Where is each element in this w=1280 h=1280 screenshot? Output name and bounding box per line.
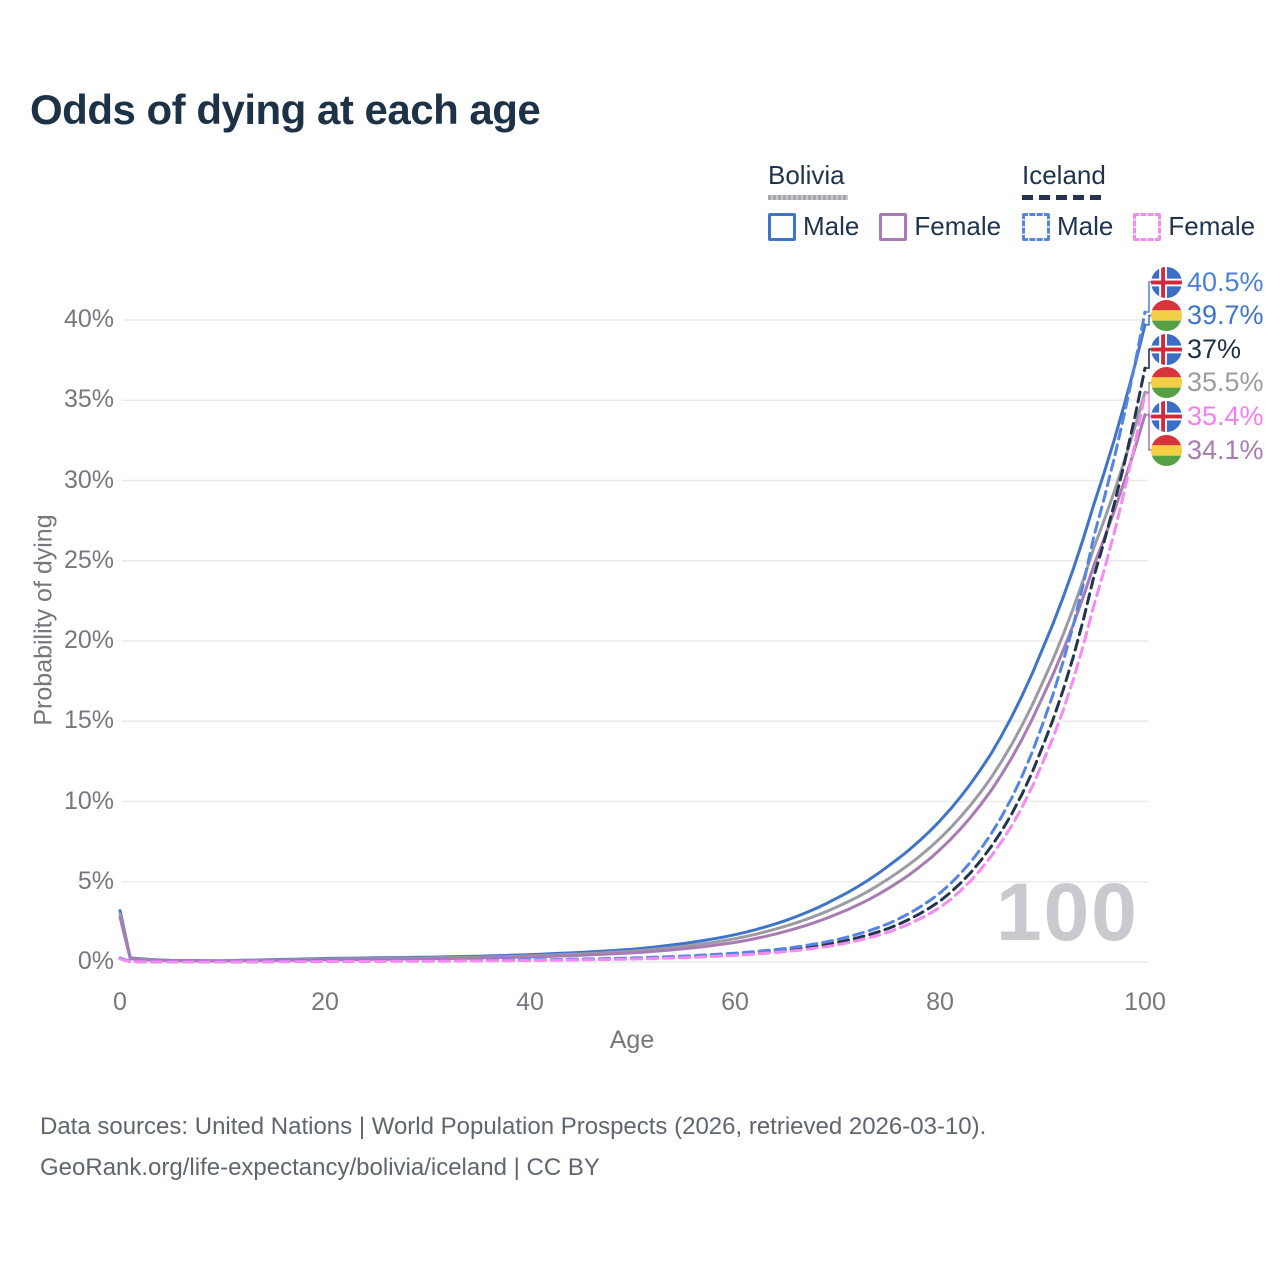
bolivia-female-swatch-icon[interactable]: [879, 212, 908, 241]
series-end-label-iceland-all: 37%: [1151, 333, 1241, 365]
iceland-flag-icon: [1151, 267, 1182, 298]
data-source-line1: Data sources: United Nations | World Pop…: [40, 1113, 987, 1140]
x-tick-label: 20: [311, 988, 339, 1016]
x-tick-label: 0: [113, 988, 127, 1016]
bolivia-male-swatch-icon[interactable]: [768, 212, 796, 241]
label-connectors: [1145, 281, 1152, 451]
series-line-iceland-female: [118, 392, 1147, 964]
legend-item-label: Female: [914, 211, 1002, 241]
series-end-label-iceland-female: 35.4%: [1151, 400, 1264, 432]
y-tick-label: 15%: [63, 706, 114, 735]
x-axis-title: Age: [609, 1026, 655, 1054]
y-tick-label: 35%: [63, 385, 114, 414]
series-end-value: 37%: [1187, 333, 1242, 364]
series-line-bolivia-female: [118, 413, 1147, 963]
bolivia-flag-icon: [1151, 367, 1182, 398]
series-end-label-iceland-male: 40.5%: [1151, 266, 1264, 298]
y-tick-label: 0%: [77, 947, 114, 975]
y-tick-label: 25%: [63, 545, 114, 574]
iceland-male-swatch-icon[interactable]: [1022, 212, 1050, 241]
legend-item-bolivia-male[interactable]: Male: [768, 211, 859, 242]
y-tick-label: 30%: [63, 465, 114, 494]
y-tick-label: 5%: [77, 866, 114, 895]
x-tick-label: 80: [926, 988, 954, 1016]
series-end-value: 34.1%: [1187, 434, 1264, 465]
legend-item-iceland-female[interactable]: Female: [1133, 211, 1255, 242]
iceland-female-swatch-icon[interactable]: [1133, 212, 1162, 241]
x-tick-label: 60: [721, 988, 749, 1016]
legend-item-label: Male: [803, 211, 860, 241]
iceland-flag-icon: [1151, 401, 1182, 432]
legend-linestyle-iceland: [1022, 195, 1106, 200]
series-line-bolivia-male: [118, 323, 1147, 963]
gridlines: [122, 319, 1148, 963]
data-source-note: Data sources: United Nations | World Pop…: [40, 1106, 986, 1188]
legend-item-label: Male: [1057, 211, 1114, 241]
iceland-flag-icon: [1151, 334, 1182, 365]
bolivia-flag-icon: [1151, 300, 1182, 331]
series-line-bolivia-all: [118, 390, 1147, 963]
series-line-iceland-male: [118, 310, 1147, 964]
legend-country-iceland: Iceland: [1022, 160, 1106, 190]
series-end-value: 35.4%: [1187, 400, 1264, 431]
series-end-value: 39.7%: [1187, 300, 1264, 331]
series-lines: [118, 310, 1147, 964]
series-end-value: 35.5%: [1187, 367, 1264, 398]
x-tick-label: 40: [516, 988, 544, 1016]
legend-group-bolivia: Bolivia Male Female: [768, 160, 1021, 242]
y-tick-label: 20%: [63, 626, 114, 654]
series-end-value: 40.5%: [1187, 266, 1264, 297]
series-line-iceland-all: [118, 366, 1147, 964]
series-end-label-bolivia-male: 39.7%: [1151, 300, 1264, 332]
legend-group-iceland: Iceland Male Female: [1022, 160, 1275, 242]
series-end-label-bolivia-female: 34.1%: [1151, 434, 1264, 466]
legend-linestyle-bolivia: [768, 195, 848, 200]
y-tick-label: 40%: [63, 305, 114, 333]
y-tick-label: 10%: [63, 786, 114, 815]
bolivia-flag-icon: [1151, 435, 1182, 466]
page-title: Odds of dying at each age: [30, 86, 541, 133]
legend-item-label: Female: [1168, 211, 1256, 241]
legend-item-iceland-male[interactable]: Male: [1022, 211, 1113, 242]
x-tick-label: 100: [1124, 988, 1166, 1016]
series-end-label-bolivia-all: 35.5%: [1151, 367, 1264, 399]
legend-country-bolivia: Bolivia: [768, 160, 845, 190]
data-source-line2: GeoRank.org/life-expectancy/bolivia/icel…: [40, 1154, 600, 1181]
legend-item-bolivia-female[interactable]: Female: [879, 211, 1001, 242]
